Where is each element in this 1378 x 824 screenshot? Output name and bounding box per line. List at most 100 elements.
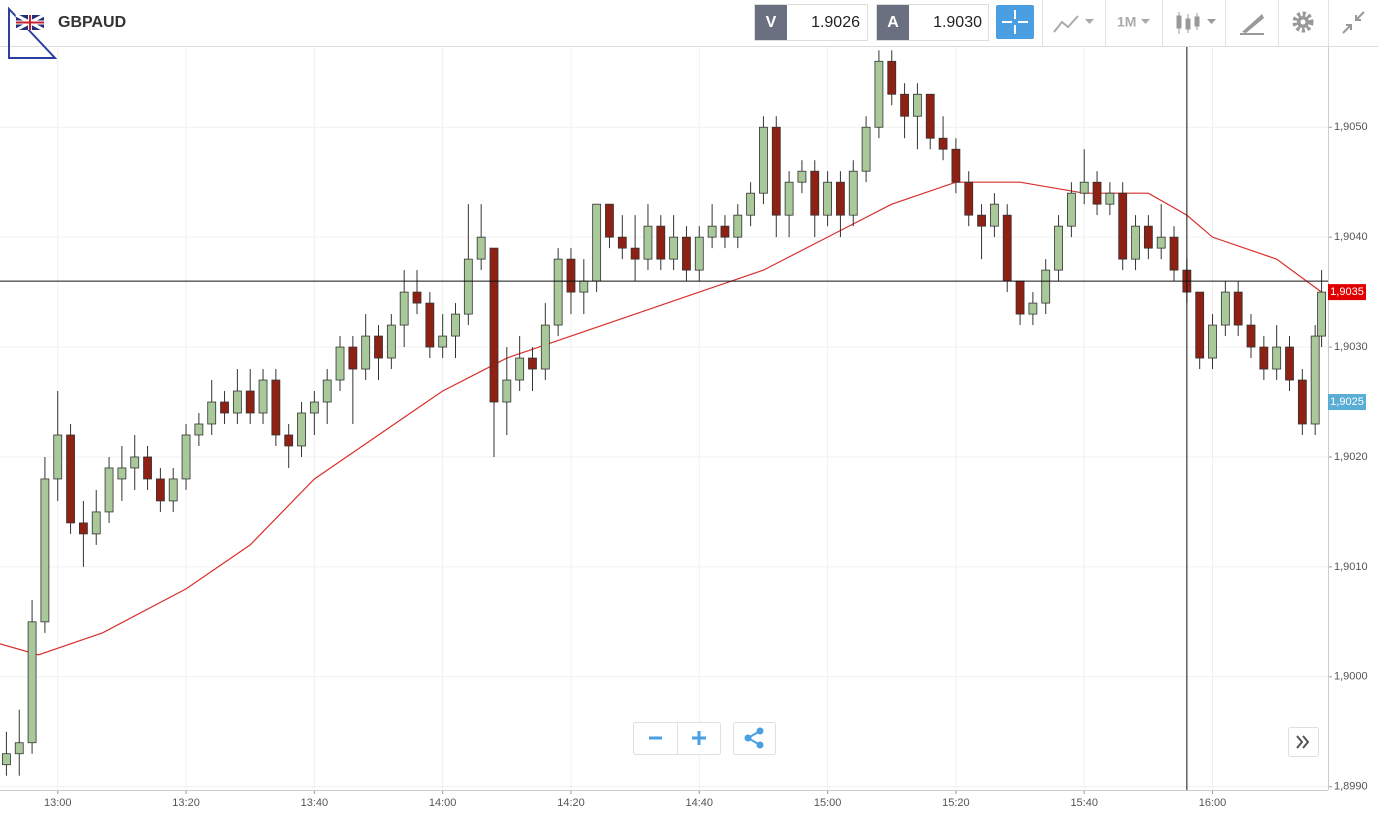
candle-body — [322, 379, 332, 403]
sell-price: 1.9026 — [811, 14, 860, 31]
indicator-menu[interactable] — [1053, 15, 1094, 33]
y-tick-label: 1,9000 — [1334, 671, 1368, 683]
scroll-to-end[interactable] — [1288, 727, 1319, 757]
candle-body — [104, 467, 114, 513]
candle-body — [297, 412, 306, 447]
candle-body — [1092, 181, 1102, 205]
candle-body — [258, 379, 268, 414]
symbol: GBPAUD — [58, 14, 126, 31]
candle-body — [1131, 225, 1140, 260]
candle-body — [476, 236, 486, 260]
x-tick-label: 15:40 — [1070, 797, 1098, 809]
x-tick-label: 13:40 — [301, 797, 329, 809]
buy-price: 1.9030 — [933, 14, 982, 31]
candle-body — [168, 478, 178, 502]
candle-body — [887, 60, 897, 95]
candle-body — [207, 401, 217, 425]
buy-button[interactable]: A 1.9030 — [876, 4, 989, 41]
price-tag — [1328, 284, 1366, 301]
zoom-in[interactable] — [692, 731, 706, 745]
candle-body — [27, 621, 37, 744]
x-tick-label: 15:20 — [942, 797, 970, 809]
x-tick-label: 13:00 — [44, 797, 72, 809]
candle-body — [1066, 192, 1076, 227]
price-tag — [1328, 394, 1366, 411]
candle-body — [989, 203, 999, 227]
candle-body — [489, 247, 499, 403]
x-tick-label: 14:40 — [686, 797, 714, 809]
candle-body — [2, 753, 11, 766]
candle-body — [964, 181, 974, 216]
settings[interactable] — [1292, 11, 1314, 33]
candle-body — [1002, 214, 1012, 282]
candle-body — [694, 236, 704, 271]
candle-body — [374, 335, 383, 359]
candle-body — [1143, 225, 1153, 249]
candle-body — [361, 335, 371, 370]
chart-type-menu[interactable] — [1176, 12, 1216, 34]
candle-body — [682, 236, 691, 271]
candle-body — [463, 258, 473, 315]
candle-body — [656, 225, 666, 260]
sell-label: V — [766, 14, 777, 31]
candle-body — [1317, 291, 1326, 337]
candle-body — [399, 291, 409, 326]
crosshair-button[interactable] — [996, 5, 1034, 39]
candle-body — [1297, 379, 1307, 425]
candle-body — [284, 434, 294, 447]
candle-body — [1028, 302, 1038, 315]
candle-body — [1259, 346, 1269, 370]
candle-body — [412, 291, 422, 304]
candle-body — [784, 181, 794, 216]
candle-body — [143, 456, 152, 480]
y-tick-label: 1,9030 — [1334, 341, 1368, 353]
candle-body — [938, 137, 948, 150]
y-tick-label: 1,9010 — [1334, 561, 1368, 573]
candle-body — [797, 170, 807, 183]
candle-body — [245, 390, 255, 414]
share[interactable] — [733, 722, 776, 755]
candle-body — [925, 93, 935, 139]
collapse[interactable] — [1342, 11, 1365, 34]
candle-body — [874, 60, 884, 128]
candle-body — [1195, 291, 1205, 359]
candle-body — [579, 280, 589, 293]
candle-body — [386, 324, 396, 359]
candle-body — [810, 170, 820, 216]
candle-body — [605, 203, 614, 238]
candle-body — [669, 236, 679, 260]
candle-body — [130, 456, 140, 469]
candle-body — [181, 434, 191, 480]
timeframe-menu[interactable]: 1M — [1117, 14, 1150, 30]
candle-body — [630, 247, 640, 260]
candle-body — [566, 258, 576, 293]
candle-body — [14, 742, 24, 755]
timeframe: 1M — [1117, 14, 1136, 30]
candle-body — [1041, 269, 1051, 304]
price-tag-label: 1,9035 — [1330, 286, 1364, 298]
draw-tool[interactable] — [1240, 14, 1264, 35]
candle-body — [1054, 225, 1063, 271]
candle-body — [425, 302, 435, 348]
candle-body — [1272, 346, 1282, 370]
candle-body — [746, 192, 756, 216]
candle-body — [232, 390, 242, 414]
candle-body — [848, 170, 858, 216]
candle-body — [117, 467, 127, 480]
candle-body — [91, 511, 101, 535]
sell-button[interactable]: V 1.9026 — [754, 4, 868, 41]
candle-body — [1285, 346, 1294, 381]
candle-body — [707, 225, 717, 238]
candle-body — [309, 401, 319, 414]
candle-body — [335, 346, 345, 381]
candle-body — [592, 203, 602, 282]
candle-body — [720, 225, 730, 238]
x-tick-label: 14:00 — [429, 797, 457, 809]
candle-body — [1105, 192, 1115, 205]
candle-body — [515, 357, 525, 381]
y-tick-label: 1,8990 — [1334, 781, 1368, 793]
candle-body — [733, 214, 743, 238]
